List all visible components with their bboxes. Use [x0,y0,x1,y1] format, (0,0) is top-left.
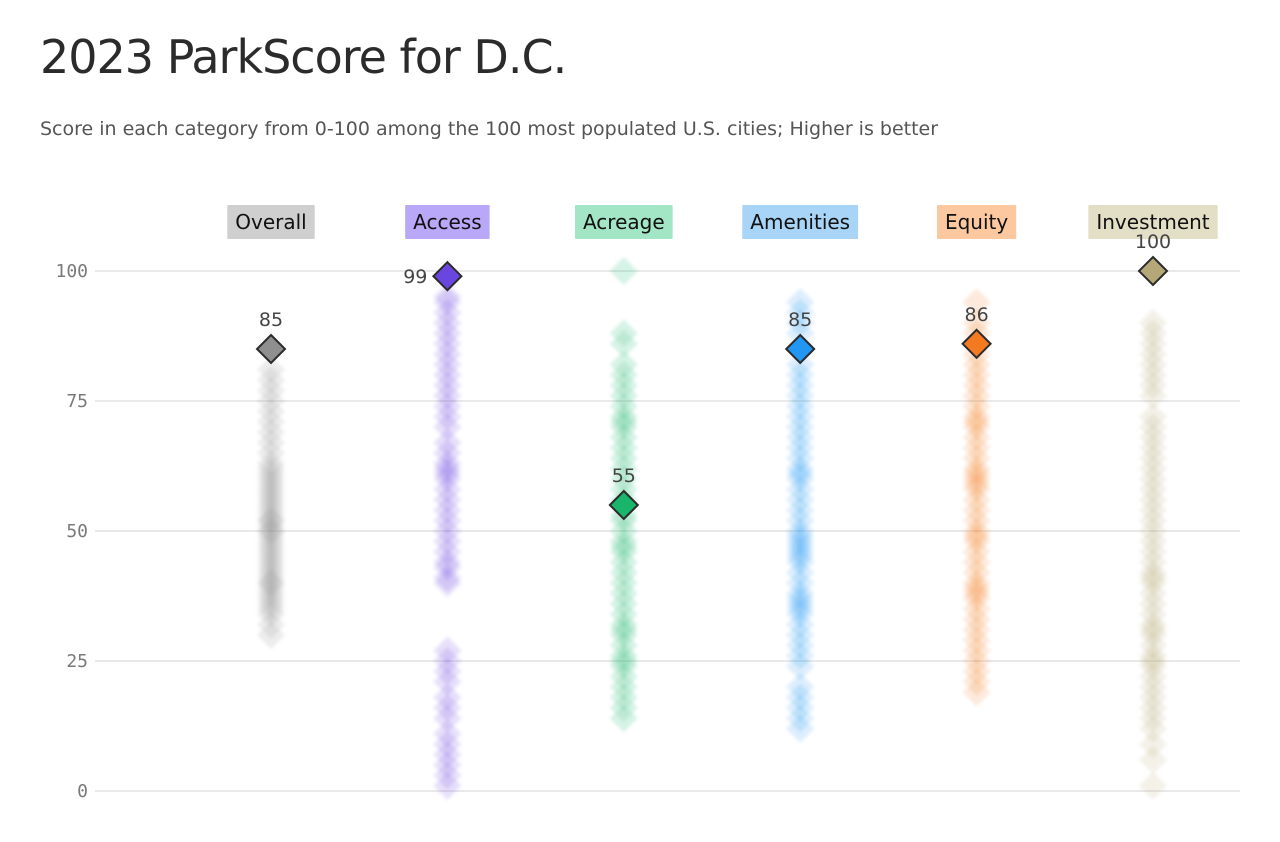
dc-score-label: 99 [403,266,427,288]
category-label-bg [742,205,859,239]
category-label-text: Acreage [583,210,665,234]
category-label-text: Amenities [750,210,850,234]
dc-score-label: 85 [259,309,283,331]
category-label-text: Equity [945,210,1008,234]
distribution-point [1139,745,1167,774]
category-label-access: Access [405,205,490,239]
dc-score-marker [431,260,463,292]
category-label-overall: Overall [227,205,315,239]
distribution-point [1139,402,1167,431]
y-axis: 0 25 50 75 100 [55,261,88,802]
chart-title: 2023 ParkScore for D.C. [40,30,567,84]
distribution-point [609,319,638,348]
category-label-text: Access [413,210,481,234]
distribution-point [609,257,638,285]
category-label-equity: Equity [936,205,1017,239]
dc-score-marker [608,489,640,521]
distribution-point [609,350,638,379]
category-label-text: Investment [1096,210,1209,234]
chart-subtitle: Score in each category from 0-100 among … [40,118,939,140]
distribution-point [433,719,462,748]
category-label-bg [405,205,490,239]
dc-score-label: 55 [612,465,636,487]
grid-lines [95,270,1240,792]
distribution-marks [257,257,1167,800]
highlight-marks: 85 99 55 85 86 100 [255,231,1171,521]
distribution-point [786,288,815,317]
dc-score-marker [255,333,287,365]
category-labels: Overall Access Acreage Amenities Equity Inves… [227,205,1218,239]
distribution-point [433,283,462,311]
distribution-point [1139,309,1167,337]
category-label-acreage: Acreage [574,205,673,239]
y-tick-label: 0 [77,781,88,802]
distribution-point [962,309,991,337]
category-label-bg [1088,205,1218,239]
category-label-text: Overall [235,210,306,234]
category-label-bg [574,205,673,239]
category-label-investment: Investment [1088,205,1218,239]
distribution-point [257,355,285,384]
distribution-point [786,673,815,701]
dc-score-marker [784,333,816,365]
y-tick-label: 25 [66,651,88,672]
dc-score-marker [1137,255,1169,287]
category-label-amenities: Amenities [742,205,859,239]
distribution-point [433,636,462,665]
distribution-point [962,288,991,317]
y-tick-label: 75 [66,391,88,412]
distribution-point [433,428,462,457]
y-tick-label: 100 [55,261,88,282]
dc-score-marker [961,328,993,360]
distribution-point [1139,771,1167,800]
dc-score-label: 85 [788,309,812,331]
dc-score-label: 100 [1135,231,1171,253]
distribution-point [786,350,815,379]
category-label-bg [227,205,315,239]
dc-score-label: 86 [965,304,989,326]
distribution-point [433,683,462,712]
distribution-point [1139,730,1167,759]
y-tick-label: 50 [66,521,88,542]
category-label-bg [936,205,1017,239]
